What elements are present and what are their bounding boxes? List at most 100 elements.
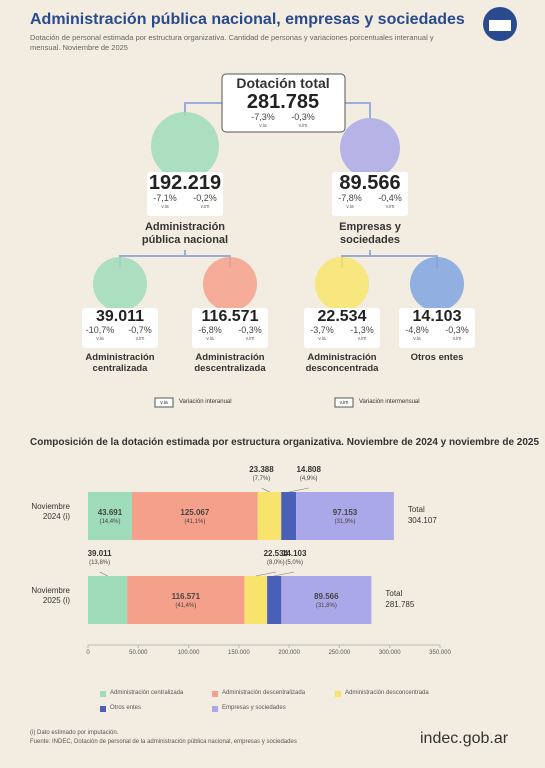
node-change: -7,8%: [338, 193, 362, 203]
node-box: [304, 308, 380, 348]
node-illustration: [93, 257, 147, 311]
bar-segment: [281, 492, 297, 540]
bar-segment: [281, 576, 372, 624]
node-box: [399, 308, 475, 348]
node-change: -0,3%: [238, 325, 262, 335]
node-label: Administración descentralizada: [194, 352, 266, 375]
logo-icon: [489, 20, 511, 31]
node-abbrev: v.ia: [346, 204, 354, 210]
node-box: [192, 308, 268, 348]
node-abbrev: v.ia: [161, 204, 169, 210]
node-label: Empresas y sociedades: [339, 221, 401, 247]
total-title: Total: [407, 505, 425, 514]
node-change: -7,1%: [153, 193, 177, 203]
node-change: -7,3%: [251, 112, 275, 122]
node-abbrev: v.im: [357, 336, 367, 342]
node-illustration: [340, 118, 400, 178]
node-value: 22.534: [317, 308, 367, 325]
node-change: -6,8%: [198, 325, 222, 335]
legend-box: [154, 397, 174, 408]
chart-title: Composición de la dotación estimada por …: [30, 437, 540, 448]
share-label: (41,4%): [175, 603, 197, 609]
legend-text: Variación interanual: [179, 399, 232, 405]
value-label: 89.566: [314, 592, 339, 601]
node-abbrev: v.im: [245, 336, 255, 342]
x-tick-label: 50.000: [129, 650, 148, 656]
root-box: [221, 73, 346, 133]
title: Administración pública nacional, empresa…: [30, 11, 465, 28]
node-abbrev: v.ia: [206, 336, 214, 342]
value-label: 97.153: [332, 508, 358, 517]
leader: [288, 487, 309, 493]
category-label: Noviembre 2024 (i): [31, 502, 70, 522]
bar-segment: [88, 576, 128, 624]
share-label: (8,0%): [266, 560, 285, 566]
x-tick-label: 150.000: [227, 650, 250, 656]
legend-abbrev: v.ia: [160, 400, 168, 406]
x-tick-label: 200.000: [278, 650, 300, 656]
node-title: Dotación total: [236, 75, 330, 91]
node-abbrev: v.ia: [259, 123, 267, 129]
node-abbrev: v.im: [135, 336, 145, 342]
legend-label: Administración centralizada: [110, 690, 184, 696]
legend-label: Empresas y sociedades: [222, 705, 286, 711]
share-label: (4,9%): [299, 476, 318, 482]
value-label: 43.691: [97, 508, 123, 517]
share-label: (31,8%): [315, 603, 337, 609]
node-value: 281.785: [246, 91, 320, 113]
value-label: 116.571: [171, 592, 201, 601]
bar-segment: [267, 576, 282, 624]
total-label: 281.785: [385, 600, 415, 609]
legend-label: Otros entes: [110, 705, 142, 711]
node-label: Otros entes: [410, 352, 464, 363]
node-illustration: [315, 257, 369, 311]
leader: [261, 487, 270, 493]
x-tick-label: 250.000: [328, 650, 351, 656]
node-change: -0,4%: [378, 193, 402, 203]
category-label: Noviembre 2025 (i): [31, 586, 70, 606]
share-label: (31,9%): [334, 519, 356, 525]
node-value: 192.219: [148, 172, 222, 194]
share-label: (7,7%): [252, 476, 271, 482]
x-tick-label: 100.000: [177, 650, 200, 656]
node-illustration: [203, 257, 257, 311]
legend-abbrev: v.im: [339, 400, 349, 406]
node-change: -0,3%: [291, 112, 315, 122]
subtitle: Dotación de personal estimada por estruc…: [30, 33, 434, 52]
value-label: 39.011: [87, 549, 112, 558]
x-tick-label: 350.000: [429, 650, 451, 656]
value-label: 14.808: [296, 465, 321, 474]
node-change: -3,7%: [310, 325, 334, 335]
node-label: Administración centralizada: [85, 352, 155, 375]
share-label: (14,4%): [99, 519, 121, 525]
node-box: [147, 172, 223, 216]
leader: [274, 571, 295, 577]
legend-text: Variación intermensual: [359, 399, 420, 405]
leader: [255, 571, 276, 577]
share-label: (5,0%): [285, 560, 304, 566]
bar-segment: [88, 492, 132, 540]
total-label: 304.107: [407, 516, 437, 525]
node-change: -1,3%: [350, 325, 374, 335]
share-label: (41,1%): [184, 519, 206, 525]
node-abbrev: v.ia: [413, 336, 421, 342]
legend-swatch: [100, 706, 106, 712]
node-value: 116.571: [201, 308, 259, 325]
tree-connector: [119, 102, 438, 268]
node-illustration: [151, 112, 219, 180]
node-label: Administración pública nacional: [141, 221, 229, 247]
node-illustration: [410, 257, 464, 311]
node-abbrev: v.im: [452, 336, 462, 342]
bar-segment: [257, 492, 282, 540]
bar-segment: [244, 576, 268, 624]
node-change: -0,7%: [128, 325, 152, 335]
legend-swatch: [212, 706, 218, 712]
value-label: 22.534: [263, 549, 289, 558]
node-abbrev: v.im: [385, 204, 395, 210]
node-abbrev: v.im: [298, 123, 308, 129]
share-label: (13,8%): [89, 560, 111, 566]
node-value: 89.566: [339, 172, 401, 194]
bar-segment: [131, 492, 258, 540]
total-title: Total: [385, 589, 403, 598]
site-logo: indec.gob.ar: [420, 730, 509, 747]
